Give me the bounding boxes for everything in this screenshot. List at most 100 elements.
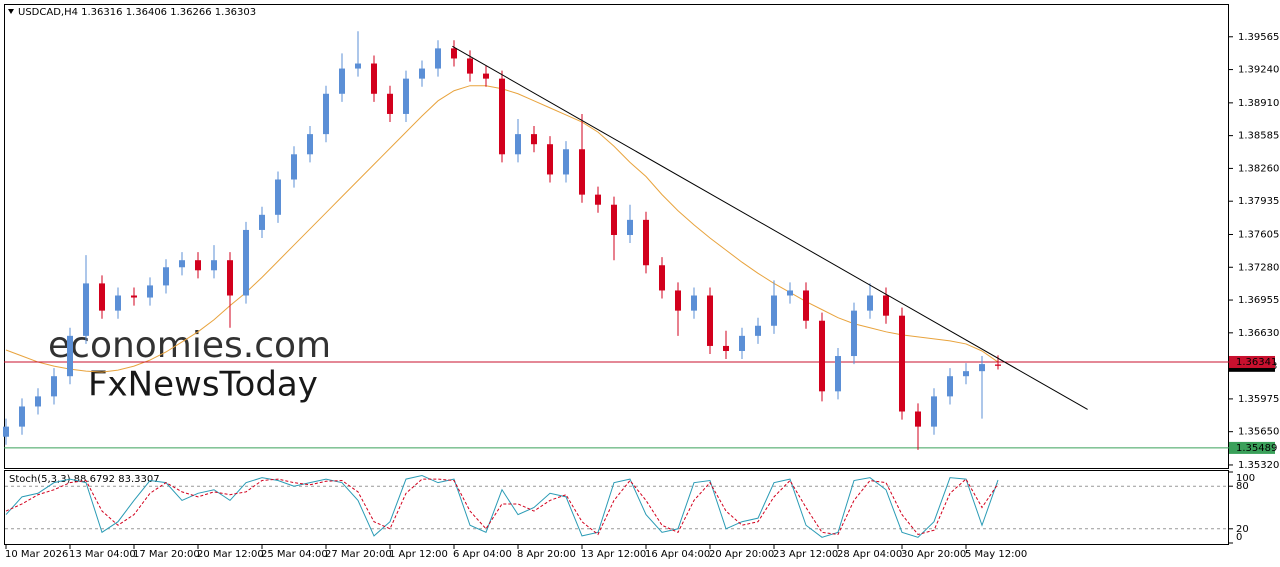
candle-body [579,149,585,195]
candle-body [931,396,937,427]
candle-body [755,325,761,336]
close: 1.36303 [215,7,256,18]
price-label-box [1229,441,1275,454]
y-tick-label: 1.35320 [1238,460,1279,471]
candle-body [307,134,313,155]
y-tick-label: 1.35975 [1238,394,1279,405]
stoch-panel [4,470,1229,545]
candle-body [51,376,57,397]
candle-body [131,295,137,298]
x-tick-label: 20 Apr 20:00 [709,549,774,560]
x-tick-label: 10 Mar 2026 [5,549,68,560]
candle-body [35,396,41,407]
candle-body [3,426,9,437]
x-tick-label: 6 Apr 04:00 [453,549,512,560]
candle-body [371,63,377,94]
price-label-box [1229,355,1275,368]
candle-body [771,295,777,326]
y-tick-label: 1.37935 [1238,196,1279,207]
candle-body [147,285,153,298]
candle-body [67,335,73,377]
candle-body [867,295,873,311]
candle-body [627,219,633,235]
candle-body [963,371,969,377]
y-tick-label: 1.39565 [1238,32,1279,43]
candle-body [195,260,201,271]
x-tick-label: 13 Apr 12:00 [581,549,646,560]
candle-body [899,315,905,412]
candle-body [435,48,441,69]
price-label: 1.35489 [1236,443,1277,454]
candle-body [915,411,921,427]
candle-body [515,134,521,155]
x-tick-label: 8 Apr 20:00 [517,549,576,560]
candle-body [291,154,297,180]
watermark: FxNewsToday [88,365,318,405]
y-tick-label: 1.36630 [1238,328,1279,339]
candle-body [803,290,809,321]
y-tick-label: 1.39240 [1238,65,1279,76]
candle-body [643,219,649,266]
y-tick-label: 1.38260 [1238,163,1279,174]
y-tick-label: 1.38910 [1238,98,1279,109]
candle-body [163,267,169,286]
watermark: economies.com [48,325,331,366]
candle-body [419,68,425,79]
candle-body [323,93,329,135]
candle-body [739,335,745,351]
candle-body [83,283,89,336]
candle-body [723,345,729,351]
candle-body [275,179,281,215]
candle-body [403,78,409,114]
candle-body [691,295,697,311]
stoch-header: Stoch(5,3,3) 88.6792 83.3307 [9,474,160,485]
candle-body [499,78,505,155]
candle-body [595,194,601,205]
candle-body [99,283,105,311]
x-tick-label: 20 Mar 12:00 [197,549,264,560]
stoch-signal: 83.3307 [118,474,159,485]
x-tick-label: 5 May 12:00 [965,549,1027,560]
candle-body [451,48,457,59]
candle-body [531,134,537,145]
candle-body [547,144,553,175]
stoch-tick-label: 100 [1236,473,1255,484]
x-tick-label: 28 Apr 04:00 [837,549,902,560]
stoch-tick-label: 80 [1236,481,1249,492]
candle-body [979,364,985,372]
x-tick-label: 16 Apr 04:00 [645,549,710,560]
candle-body [835,356,841,392]
stoch-tick-label: 0 [1236,532,1242,543]
stoch-signal-line [5,478,999,536]
candle-body [115,295,121,311]
x-tick-label: 23 Apr 12:00 [773,549,838,560]
candle-body [467,58,473,74]
candle-body [179,260,185,268]
symbol: USDCAD,H4 [18,7,78,18]
candle-body [355,63,361,69]
candle-body [675,290,681,311]
candle-body [563,149,569,175]
x-tick-label: 1 Apr 12:00 [389,549,448,560]
chart-header: USDCAD,H4 1.36316 1.36406 1.36266 1.3630… [18,7,256,18]
y-tick-label: 1.37605 [1238,229,1279,240]
x-tick-label: 17 Mar 20:00 [133,549,200,560]
low: 1.36266 [170,7,211,18]
stoch-main: 88.6792 [74,474,115,485]
x-tick-label: 27 Mar 20:00 [325,549,392,560]
candle-body [211,260,217,271]
candle-body [259,214,265,230]
candle-body [243,229,249,296]
x-tick-label: 30 Apr 20:00 [901,549,966,560]
y-tick-label: 1.38585 [1238,131,1279,142]
candle-body [227,260,233,296]
trendline [452,45,1088,410]
y-tick-label: 1.35650 [1238,427,1279,438]
stoch-title: Stoch(5,3,3) [9,474,71,485]
y-tick-label: 1.36955 [1238,295,1279,306]
menu-arrow[interactable] [8,9,14,14]
candle-body [483,73,489,79]
main-panel [4,4,1229,469]
